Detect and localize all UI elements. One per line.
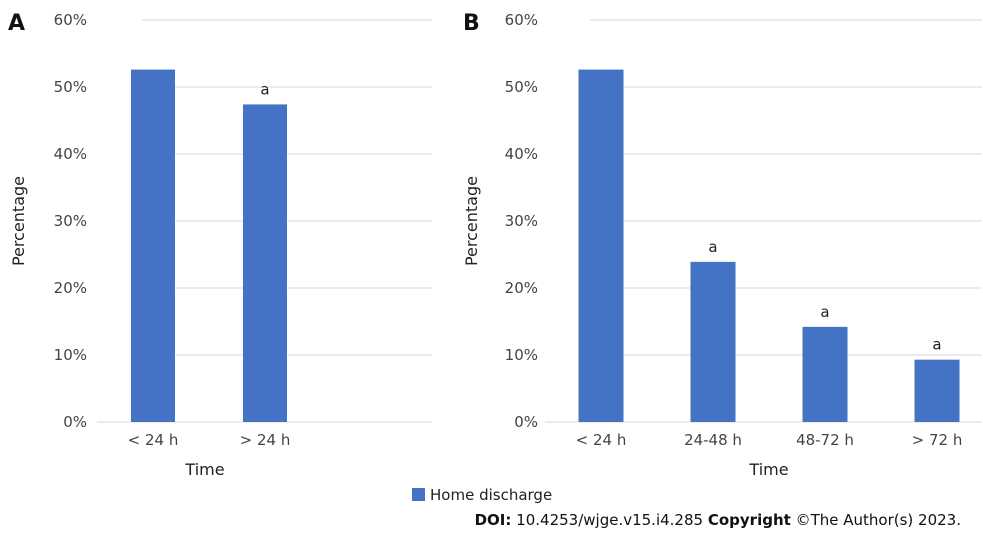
- legend: Home discharge: [412, 486, 552, 504]
- significance-label: a: [260, 80, 269, 98]
- x-axis-title: Time: [748, 460, 788, 479]
- doi-value: 10.4253/wjge.v15.i4.285: [516, 511, 703, 529]
- panel-a: A 0% 10% 20% 30% 40% 50% 60% < 24 h > 24 h a Time Pe…: [8, 11, 432, 479]
- bar: [131, 70, 175, 422]
- panel-label: B: [463, 11, 480, 36]
- x-tick-label: > 24 h: [240, 431, 291, 449]
- bar: [691, 262, 736, 422]
- copyright-label: Copyright: [708, 511, 791, 529]
- doi-label: DOI:: [475, 511, 512, 529]
- x-tick-label: 48-72 h: [796, 431, 854, 449]
- y-tick-label: 10%: [54, 346, 87, 364]
- legend-swatch: [412, 488, 425, 501]
- panel-b: B 0% 10% 20% 30% 40% 50% 60% < 24 h 24-48 h a 48-72…: [462, 11, 982, 479]
- panel-label: A: [8, 11, 25, 36]
- y-tick-label: 20%: [54, 279, 87, 297]
- y-tick-label: 0%: [514, 413, 538, 431]
- footer: DOI: 10.4253/wjge.v15.i4.285 Copyright ©…: [475, 511, 961, 529]
- bar: [579, 70, 624, 422]
- bar: [915, 360, 960, 422]
- y-tick-label: 30%: [54, 212, 87, 230]
- y-tick-label: 60%: [505, 11, 538, 29]
- legend-label: Home discharge: [430, 486, 552, 504]
- copyright-value: ©The Author(s) 2023.: [796, 511, 961, 529]
- y-tick-label: 40%: [54, 145, 87, 163]
- bar: [803, 327, 848, 422]
- bar: [243, 104, 287, 422]
- y-tick-label: 0%: [63, 413, 87, 431]
- y-tick-label: 50%: [505, 78, 538, 96]
- x-tick-label: > 72 h: [912, 431, 963, 449]
- y-tick-label: 50%: [54, 78, 87, 96]
- y-axis-title: Percentage: [462, 176, 481, 266]
- significance-label: a: [708, 238, 717, 256]
- x-tick-label: < 24 h: [576, 431, 627, 449]
- y-tick-label: 20%: [505, 279, 538, 297]
- y-tick-label: 30%: [505, 212, 538, 230]
- significance-label: a: [820, 303, 829, 321]
- y-tick-label: 60%: [54, 11, 87, 29]
- x-tick-label: 24-48 h: [684, 431, 742, 449]
- x-axis-title: Time: [184, 460, 224, 479]
- y-tick-label: 10%: [505, 346, 538, 364]
- y-tick-label: 40%: [505, 145, 538, 163]
- x-tick-label: < 24 h: [128, 431, 179, 449]
- y-axis-title: Percentage: [9, 176, 28, 266]
- significance-label: a: [932, 336, 941, 354]
